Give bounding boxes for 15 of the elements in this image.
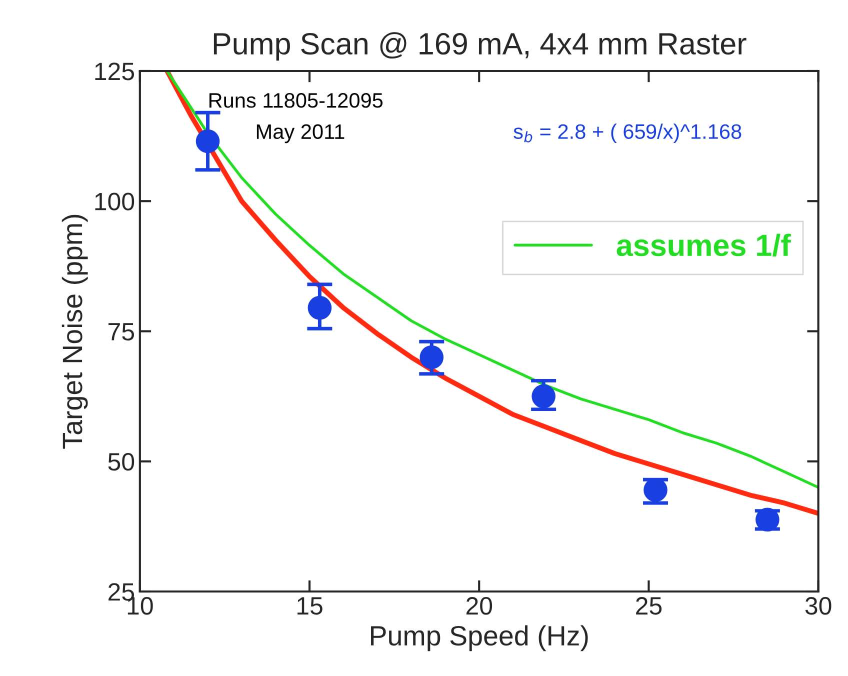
y-tick-label: 125 — [95, 62, 134, 80]
x-axis-title: Pump Speed (Hz) — [371, 625, 588, 652]
y-tick-label: 50 — [108, 452, 134, 471]
x-tick-label: 30 — [805, 597, 832, 615]
legend-label: assumes 1/f — [616, 234, 791, 256]
chart-title: Pump Scan @ 169 mA, 4x4 mm Raster — [214, 32, 746, 61]
x-tick-label: 20 — [466, 597, 492, 615]
y-axis-title: Target Noise (ppm) — [62, 214, 88, 449]
annotation: Runs 11805-12095 — [209, 93, 383, 108]
annotation: s$_{b}$ = 2.8 + ( 659/x)^1.168 — [514, 124, 742, 144]
y-tick-label: 75 — [108, 323, 134, 341]
x-tick-label: 15 — [298, 597, 322, 615]
y-tick-label: 100 — [95, 192, 134, 210]
x-tick-label: 25 — [636, 597, 662, 615]
annotation: May 2011 — [256, 124, 344, 144]
